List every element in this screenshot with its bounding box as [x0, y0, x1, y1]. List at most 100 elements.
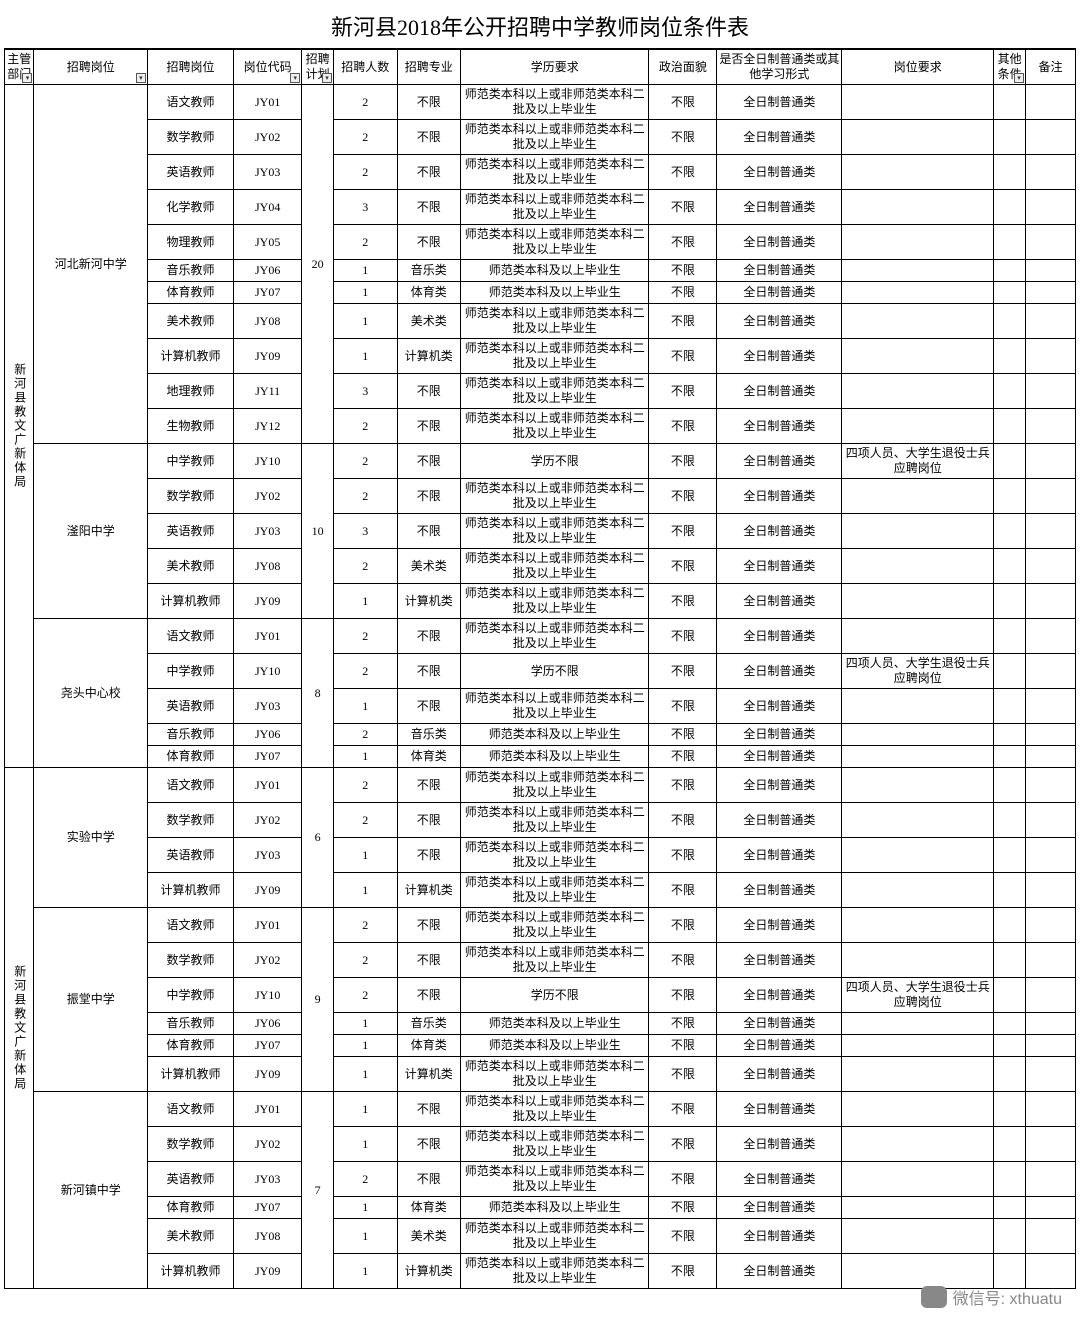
pol-cell: 不限	[649, 654, 717, 689]
note-cell	[1026, 619, 1076, 654]
position-cell: 语文教师	[147, 619, 233, 654]
filter-icon[interactable]: ▾	[136, 73, 146, 83]
code-cell: JY07	[234, 746, 302, 768]
other-cell	[994, 85, 1026, 120]
edu-cell: 师范类本科及以上毕业生	[461, 724, 649, 746]
col-header: 学历要求	[461, 50, 649, 85]
count-cell: 2	[333, 155, 397, 190]
spec-cell: 体育类	[397, 1197, 461, 1219]
fulltime-cell: 全日制普通类	[717, 1162, 842, 1197]
req-cell	[842, 1197, 994, 1219]
other-cell	[994, 838, 1026, 873]
fulltime-cell: 全日制普通类	[717, 409, 842, 444]
req-cell	[842, 1219, 994, 1254]
table-row: 体育教师JY071体育类师范类本科及以上毕业生不限全日制普通类	[5, 1197, 1076, 1219]
other-cell	[994, 803, 1026, 838]
pol-cell: 不限	[649, 374, 717, 409]
filter-icon[interactable]: ▾	[322, 73, 332, 83]
spec-cell: 不限	[397, 374, 461, 409]
position-cell: 美术教师	[147, 304, 233, 339]
position-cell: 体育教师	[147, 1197, 233, 1219]
req-cell	[842, 479, 994, 514]
note-cell	[1026, 1197, 1076, 1219]
position-cell: 英语教师	[147, 1162, 233, 1197]
code-cell: JY06	[234, 260, 302, 282]
org-cell: 实验中学	[34, 768, 147, 908]
dept-cell: 新河县教文广新体局	[5, 768, 34, 1289]
req-cell	[842, 1057, 994, 1092]
count-cell: 3	[333, 190, 397, 225]
other-cell	[994, 304, 1026, 339]
dept-cell: 新河县教文广新体局	[5, 85, 34, 768]
filter-icon[interactable]: ▾	[290, 73, 300, 83]
req-cell	[842, 689, 994, 724]
edu-cell: 师范类本科以上或非师范类本科二批及以上毕业生	[461, 1219, 649, 1254]
spec-cell: 不限	[397, 479, 461, 514]
position-cell: 化学教师	[147, 190, 233, 225]
col-header: 其他条件▾	[994, 50, 1026, 85]
count-cell: 2	[333, 1162, 397, 1197]
other-cell	[994, 409, 1026, 444]
col-header: 是否全日制普通类或其他学习形式	[717, 50, 842, 85]
req-cell	[842, 304, 994, 339]
code-cell: JY11	[234, 374, 302, 409]
fulltime-cell: 全日制普通类	[717, 479, 842, 514]
req-cell	[842, 1127, 994, 1162]
pol-cell: 不限	[649, 479, 717, 514]
pol-cell: 不限	[649, 155, 717, 190]
other-cell	[994, 514, 1026, 549]
table-row: 数学教师JY022不限师范类本科以上或非师范类本科二批及以上毕业生不限全日制普通…	[5, 943, 1076, 978]
other-cell	[994, 1057, 1026, 1092]
count-cell: 2	[333, 619, 397, 654]
position-cell: 物理教师	[147, 225, 233, 260]
code-cell: JY01	[234, 619, 302, 654]
req-cell	[842, 374, 994, 409]
req-cell: 四项人员、大学生退役士兵应聘岗位	[842, 654, 994, 689]
table-row: 音乐教师JY062音乐类师范类本科及以上毕业生不限全日制普通类	[5, 724, 1076, 746]
edu-cell: 师范类本科以上或非师范类本科二批及以上毕业生	[461, 514, 649, 549]
count-cell: 1	[333, 282, 397, 304]
pol-cell: 不限	[649, 260, 717, 282]
edu-cell: 师范类本科以上或非师范类本科二批及以上毕业生	[461, 1057, 649, 1092]
count-cell: 2	[333, 803, 397, 838]
wechat-icon	[921, 1286, 947, 1308]
code-cell: JY10	[234, 444, 302, 479]
spec-cell: 音乐类	[397, 1013, 461, 1035]
fulltime-cell: 全日制普通类	[717, 444, 842, 479]
other-cell	[994, 1219, 1026, 1254]
note-cell	[1026, 1219, 1076, 1254]
spec-cell: 计算机类	[397, 584, 461, 619]
code-cell: JY07	[234, 1035, 302, 1057]
pol-cell: 不限	[649, 724, 717, 746]
code-cell: JY08	[234, 304, 302, 339]
other-cell	[994, 1013, 1026, 1035]
spec-cell: 不限	[397, 978, 461, 1013]
table-row: 生物教师JY122不限师范类本科以上或非师范类本科二批及以上毕业生不限全日制普通…	[5, 409, 1076, 444]
fulltime-cell: 全日制普通类	[717, 282, 842, 304]
req-cell	[842, 514, 994, 549]
note-cell	[1026, 838, 1076, 873]
code-cell: JY07	[234, 1197, 302, 1219]
position-cell: 英语教师	[147, 514, 233, 549]
edu-cell: 师范类本科以上或非师范类本科二批及以上毕业生	[461, 549, 649, 584]
other-cell	[994, 225, 1026, 260]
spec-cell: 不限	[397, 225, 461, 260]
fulltime-cell: 全日制普通类	[717, 873, 842, 908]
filter-icon[interactable]: ▾	[1014, 73, 1024, 83]
other-cell	[994, 584, 1026, 619]
col-header: 招聘人数	[333, 50, 397, 85]
req-cell	[842, 746, 994, 768]
filter-icon[interactable]: ▾	[22, 73, 32, 83]
count-cell: 1	[333, 1013, 397, 1035]
table-row: 美术教师JY081美术类师范类本科以上或非师范类本科二批及以上毕业生不限全日制普…	[5, 1219, 1076, 1254]
req-cell	[842, 803, 994, 838]
pol-cell: 不限	[649, 282, 717, 304]
col-header: 岗位代码▾	[234, 50, 302, 85]
code-cell: JY03	[234, 155, 302, 190]
note-cell	[1026, 260, 1076, 282]
req-cell	[842, 155, 994, 190]
code-cell: JY01	[234, 908, 302, 943]
code-cell: JY01	[234, 85, 302, 120]
code-cell: JY08	[234, 549, 302, 584]
count-cell: 1	[333, 1127, 397, 1162]
